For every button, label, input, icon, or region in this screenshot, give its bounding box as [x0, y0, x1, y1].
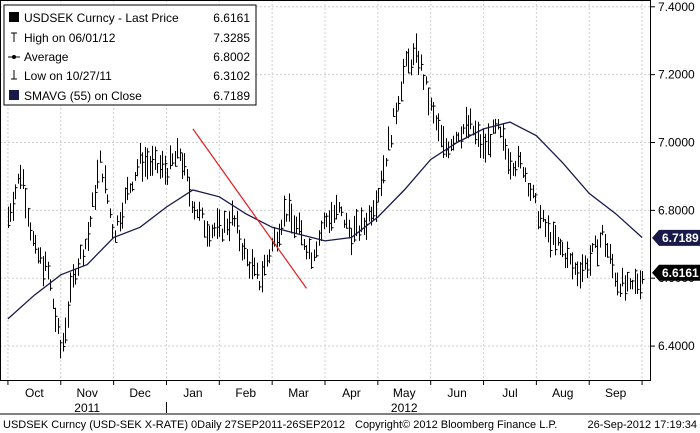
price-tags: 6.7189 6.6161	[652, 229, 700, 281]
y-tick-label-5: 7.4000	[658, 0, 695, 14]
x-tick-label-4: Feb	[235, 386, 256, 400]
legend-value-last-price: 6.6161	[213, 11, 250, 25]
legend-value-high: 7.3285	[213, 31, 250, 45]
filled-square-icon	[9, 12, 19, 22]
x-tick-label-3: Jan	[183, 386, 202, 400]
x-tick-label-11: Sep	[605, 386, 627, 400]
grid-lines	[0, 0, 650, 380]
x-tick-label-10: Aug	[552, 386, 573, 400]
footer-center: Copyright© 2012 Bloomberg Finance L.P.	[355, 419, 557, 431]
x-axis: Oct Nov Dec Jan Feb Mar Apr May Jun Jul Aug Sep 2011…	[7, 380, 643, 415]
x-tick-label-2: Dec	[129, 386, 150, 400]
series-trendline	[192, 128, 307, 289]
legend-label-sma: SMAVG (55) on Close	[24, 89, 142, 103]
y-tick-label-4: 7.2000	[658, 68, 695, 82]
legend-label-high: High on 06/01/12	[24, 31, 116, 45]
legend-box: USDSEK Curncy - Last Price 6.6161 High o…	[3, 4, 257, 106]
price-tag-sma	[652, 229, 700, 246]
legend-value-average: 6.8002	[213, 50, 250, 64]
legend-label-last-price: USDSEK Curncy - Last Price	[24, 11, 179, 25]
price-tag-label-price: 6.6161	[662, 266, 699, 280]
footer-left: USDSEK Curncy (USD-SEK X-RATE) 0Daily 27…	[3, 419, 345, 431]
price-tag-label-sma: 6.7189	[662, 231, 699, 245]
y-tick-label-0: 6.4000	[658, 339, 695, 353]
x-tick-label-1: Nov	[77, 386, 98, 400]
x-tick-label-9: Jul	[502, 386, 517, 400]
price-tag-price	[652, 264, 700, 281]
footer-right: 26-Sep-2012 17:19:34	[588, 419, 697, 431]
high-marker-icon	[11, 32, 17, 42]
average-marker-icon	[8, 55, 20, 59]
legend-label-low: Low on 10/27/11	[24, 69, 112, 83]
plot-series	[7, 33, 645, 359]
legend-frame	[3, 4, 257, 106]
x-tick-label-6: Apr	[342, 386, 361, 400]
trendline-line	[192, 128, 307, 289]
navy-square-icon	[9, 90, 19, 100]
y-tick-label-3: 7.0000	[658, 136, 695, 150]
x-tick-label-7: May	[393, 386, 416, 400]
y-tick-label-2: 6.8000	[658, 203, 695, 217]
x-year-label-1: 2012	[391, 401, 418, 415]
sma-line	[7, 121, 643, 320]
low-marker-icon	[11, 70, 17, 80]
legend-value-sma: 6.7189	[213, 89, 250, 103]
series-sma	[7, 121, 643, 320]
legend-label-average: Average	[24, 50, 69, 64]
x-tick-label-0: Oct	[25, 386, 44, 400]
x-tick-label-8: Jun	[447, 386, 466, 400]
x-tick-label-5: Mar	[288, 386, 309, 400]
legend-value-low: 6.3102	[213, 69, 250, 83]
x-year-label-0: 2011	[74, 401, 100, 415]
